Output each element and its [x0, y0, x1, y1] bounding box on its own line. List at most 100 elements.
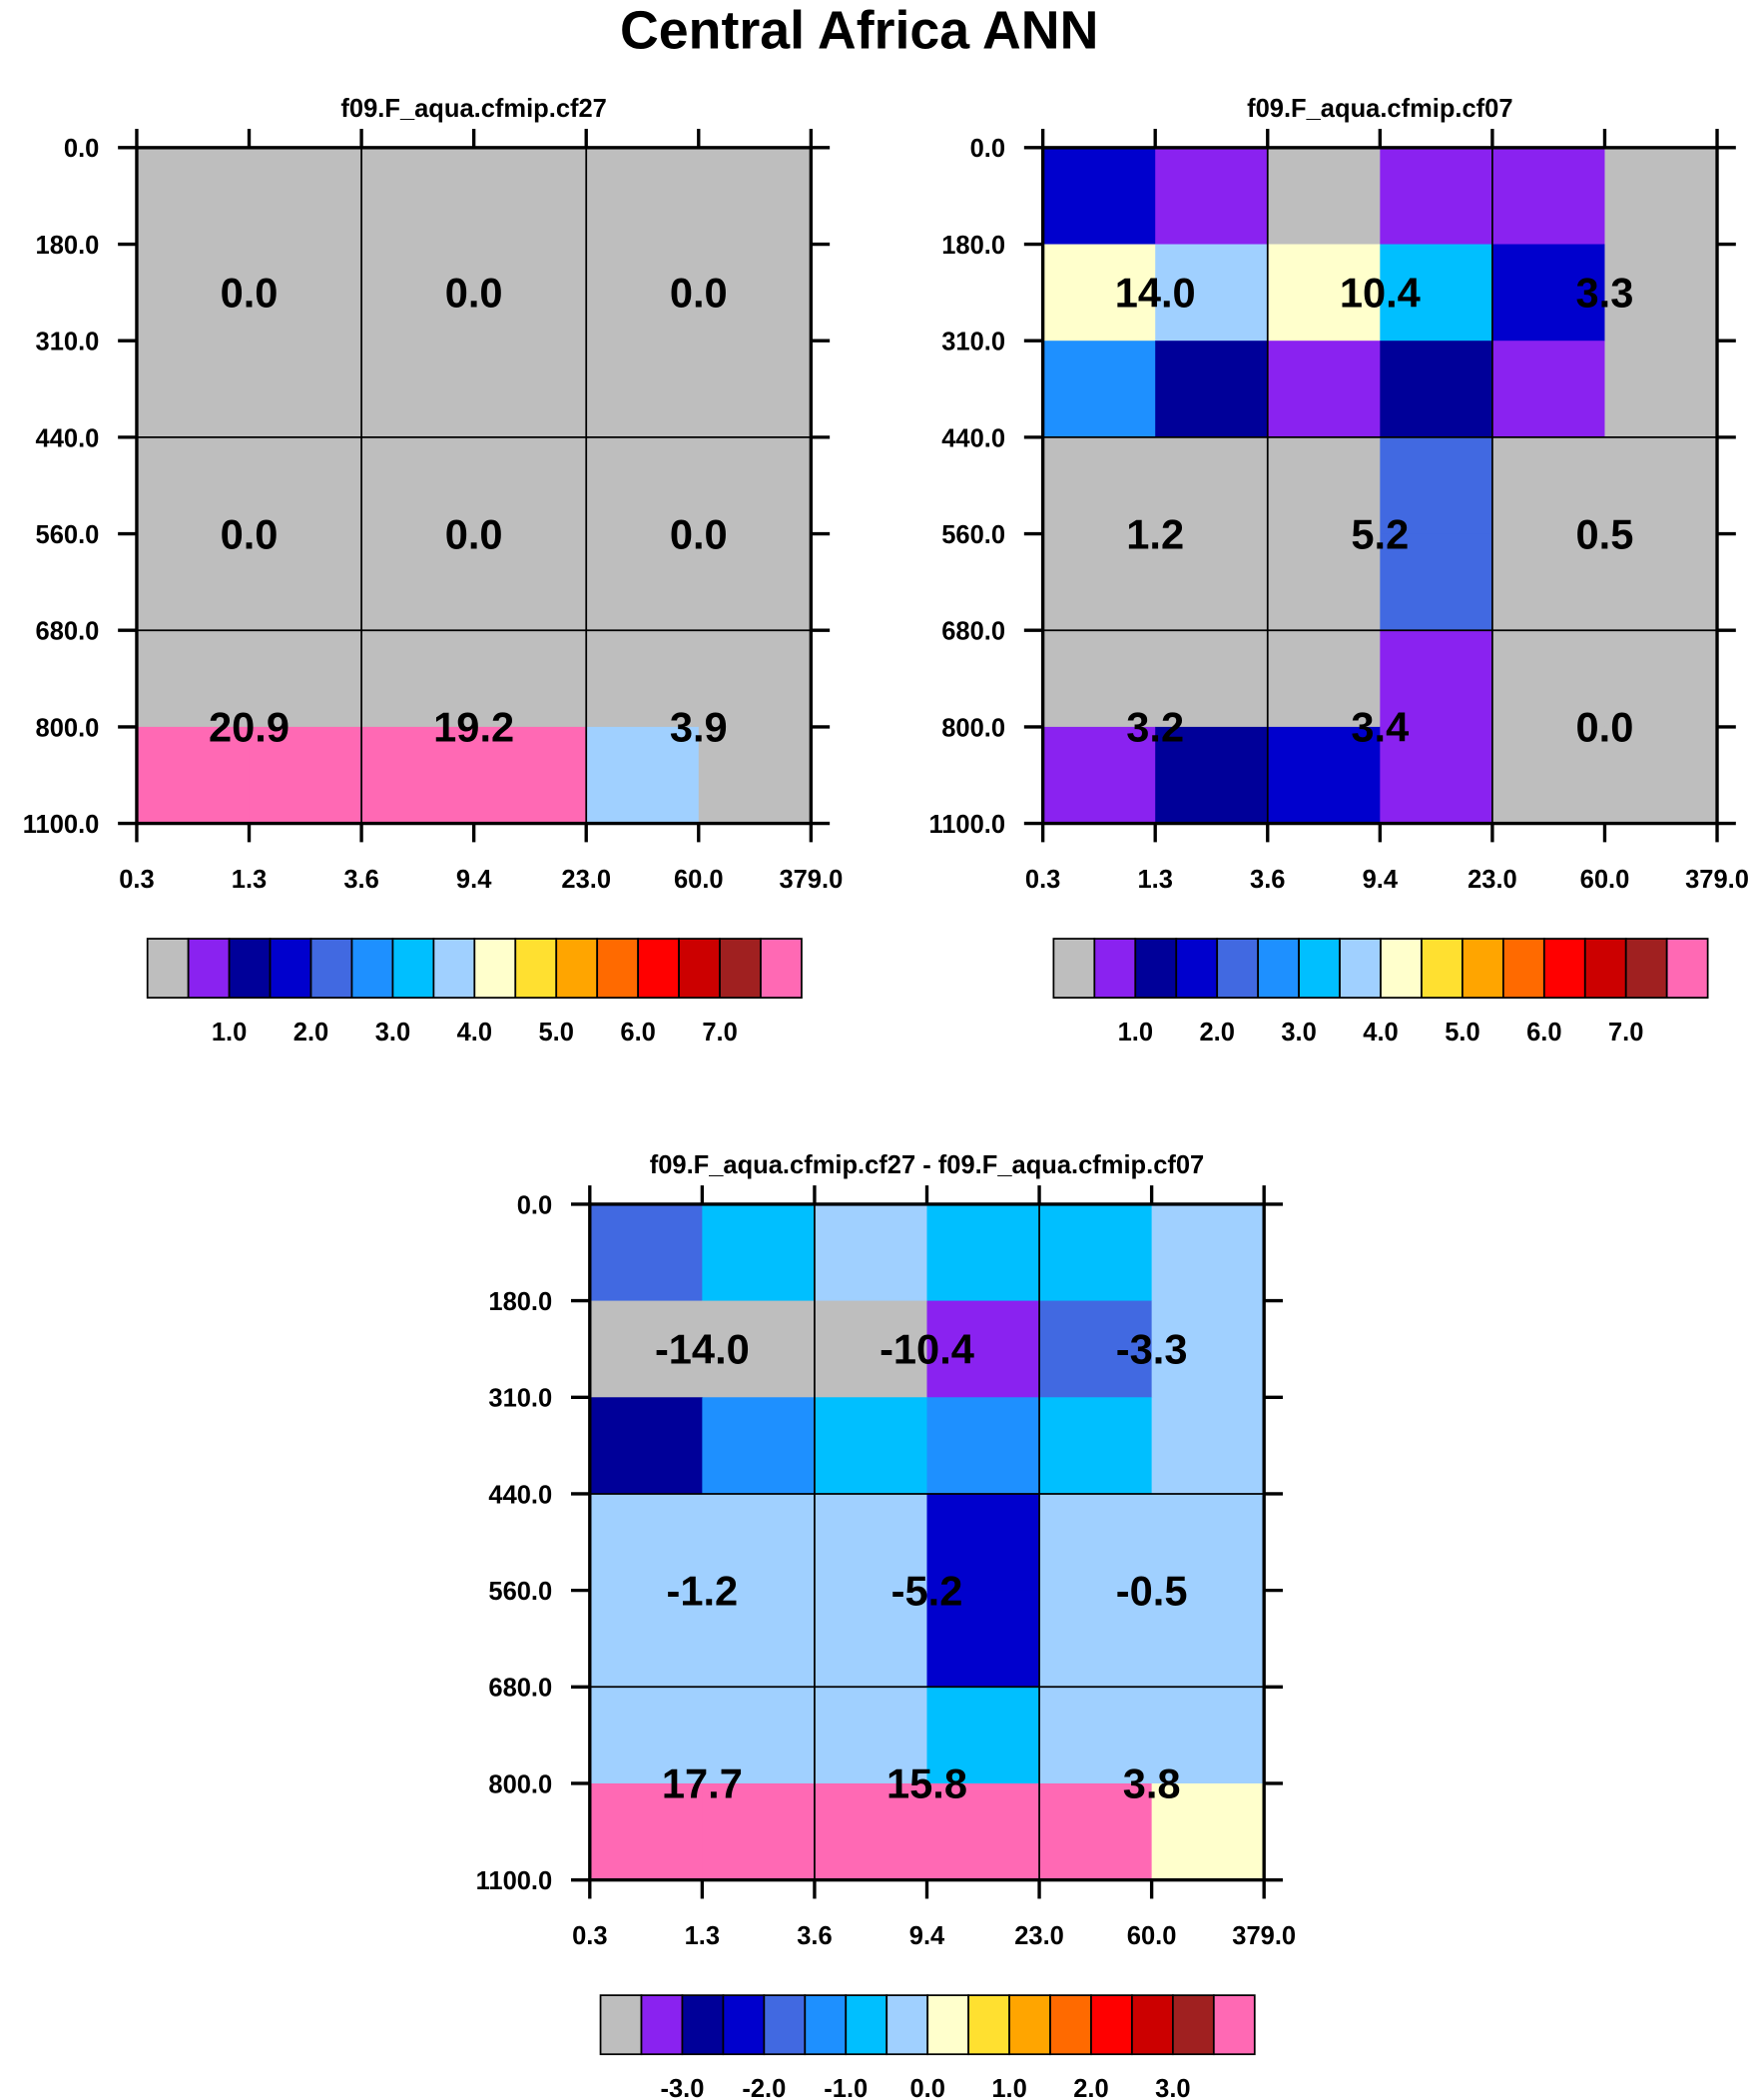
colorbar-box	[187, 938, 231, 1000]
heatmap-cell	[1267, 630, 1382, 728]
heatmap-cell	[1155, 147, 1269, 246]
y-tick-label: 180.0	[36, 232, 100, 260]
heatmap-cell	[361, 147, 475, 246]
x-tick-label: 379.0	[1232, 1922, 1296, 1950]
y-tick-label: 440.0	[941, 424, 1005, 452]
colorbar-label: 1.0	[212, 1019, 247, 1047]
heatmap-cell	[1491, 436, 1606, 535]
heatmap-cell	[814, 1493, 928, 1592]
heatmap-cell	[1604, 630, 1718, 728]
colorbar-label: 4.0	[1363, 1019, 1398, 1047]
heatmap-cell	[814, 1687, 928, 1784]
colorbar-box	[1049, 1994, 1092, 2056]
cell-value-label: 5.2	[1351, 510, 1409, 557]
heatmap-cell	[1151, 1300, 1265, 1399]
heatmap-cell	[698, 533, 813, 632]
cell-value-label: 15.8	[886, 1760, 967, 1807]
heatmap-cell	[586, 147, 700, 246]
heatmap-cell	[1491, 726, 1606, 825]
colorbar-box	[514, 938, 558, 1000]
heatmap-cell	[702, 1397, 816, 1495]
x-tick-label: 23.0	[1467, 866, 1517, 894]
y-tick-label: 310.0	[488, 1385, 552, 1413]
heatmap-cell	[249, 244, 362, 343]
colorbar-label: 1.0	[991, 2075, 1026, 2100]
heatmap-cell	[926, 1493, 1040, 1592]
heatmap-cell	[926, 1590, 1040, 1689]
heatmap-cell	[473, 341, 588, 438]
y-tick-label: 1100.0	[928, 811, 1005, 839]
y-tick-label: 0.0	[517, 1191, 552, 1219]
cell-value-label: 19.2	[433, 704, 514, 751]
x-tick-label: 9.4	[1363, 866, 1399, 894]
x-tick-label: 0.3	[1025, 866, 1060, 894]
heatmap-cell	[586, 726, 700, 825]
y-tick-label: 800.0	[488, 1770, 552, 1798]
colorbar-box	[763, 1994, 807, 2056]
heatmap-cell	[361, 726, 475, 825]
x-tick-label: 3.6	[343, 866, 378, 894]
heatmap-cell	[249, 341, 362, 438]
heatmap-cell	[1604, 533, 1718, 632]
colorbar-box	[640, 1994, 684, 2056]
heatmap-cell	[249, 726, 362, 825]
heatmap-cell	[1604, 147, 1718, 246]
heatmap-cell	[702, 1590, 816, 1689]
heatmap-cell	[249, 630, 362, 728]
y-tick-label: 0.0	[64, 135, 99, 163]
y-tick-label: 0.0	[970, 135, 1005, 163]
colorbar-label: 2.0	[1073, 2075, 1108, 2100]
x-tick-label: 3.6	[797, 1922, 832, 1950]
y-tick-label: 560.0	[488, 1578, 552, 1606]
cell-value-label: 3.8	[1123, 1760, 1181, 1807]
colorbar-box	[1090, 1994, 1133, 2056]
heatmap-cell	[1039, 1782, 1153, 1881]
x-tick-label: 60.0	[1127, 1922, 1177, 1950]
colorbar-box	[1421, 938, 1464, 1000]
cell-value-label: 14.0	[1115, 270, 1196, 317]
colorbar-box	[1339, 938, 1382, 1000]
heatmap-cell	[1039, 1687, 1153, 1784]
cell-value-label: 0.0	[221, 510, 279, 557]
x-tick-label: 3.6	[1250, 866, 1285, 894]
heatmap-cell	[814, 1300, 928, 1399]
cell-value-label: 3.9	[670, 704, 728, 751]
y-tick-label: 680.0	[488, 1675, 552, 1703]
colorbar-label: -1.0	[824, 2075, 868, 2100]
heatmap-cell	[1380, 726, 1493, 825]
heatmap-cell	[136, 341, 251, 438]
heatmap-cell	[926, 1300, 1040, 1399]
cell-value-label: -14.0	[655, 1326, 750, 1373]
heatmap-cell	[136, 630, 251, 728]
heatmap-cell	[1151, 1782, 1265, 1881]
y-tick-label: 1100.0	[476, 1867, 553, 1895]
colorbar-box	[681, 1994, 725, 2056]
heatmap-cell	[1155, 630, 1269, 728]
heatmap-cell	[361, 533, 475, 632]
colorbar-box	[1298, 938, 1341, 1000]
heatmap-cell	[1604, 341, 1718, 438]
heatmap-cell	[1151, 1397, 1265, 1495]
colorbar-label: 6.0	[620, 1019, 655, 1047]
heatmap-cell	[473, 436, 588, 535]
y-tick-label: 310.0	[36, 329, 100, 356]
x-tick-label: 60.0	[1580, 866, 1630, 894]
heatmap-cell	[589, 1300, 704, 1399]
heatmap-cell	[1604, 436, 1718, 535]
cell-value-label: 3.2	[1126, 704, 1184, 751]
x-tick-label: 1.3	[232, 866, 267, 894]
heatmap-cell	[1155, 244, 1269, 343]
heatmap-cell	[814, 1782, 928, 1881]
colorbar-label: 0.0	[909, 2075, 944, 2100]
heatmap-cell	[473, 726, 588, 825]
heatmap-cell	[702, 1687, 816, 1784]
heatmap-cell	[1039, 1203, 1153, 1302]
heatmap-cell	[1491, 533, 1606, 632]
heatmap-cell	[1042, 341, 1157, 438]
heatmap-cell	[473, 630, 588, 728]
x-tick-label: 379.0	[1685, 866, 1749, 894]
heatmap-cell	[702, 1782, 816, 1881]
heatmap-cell	[1039, 1397, 1153, 1495]
heatmap-cell	[698, 726, 813, 825]
heatmap-cell	[1151, 1203, 1265, 1302]
